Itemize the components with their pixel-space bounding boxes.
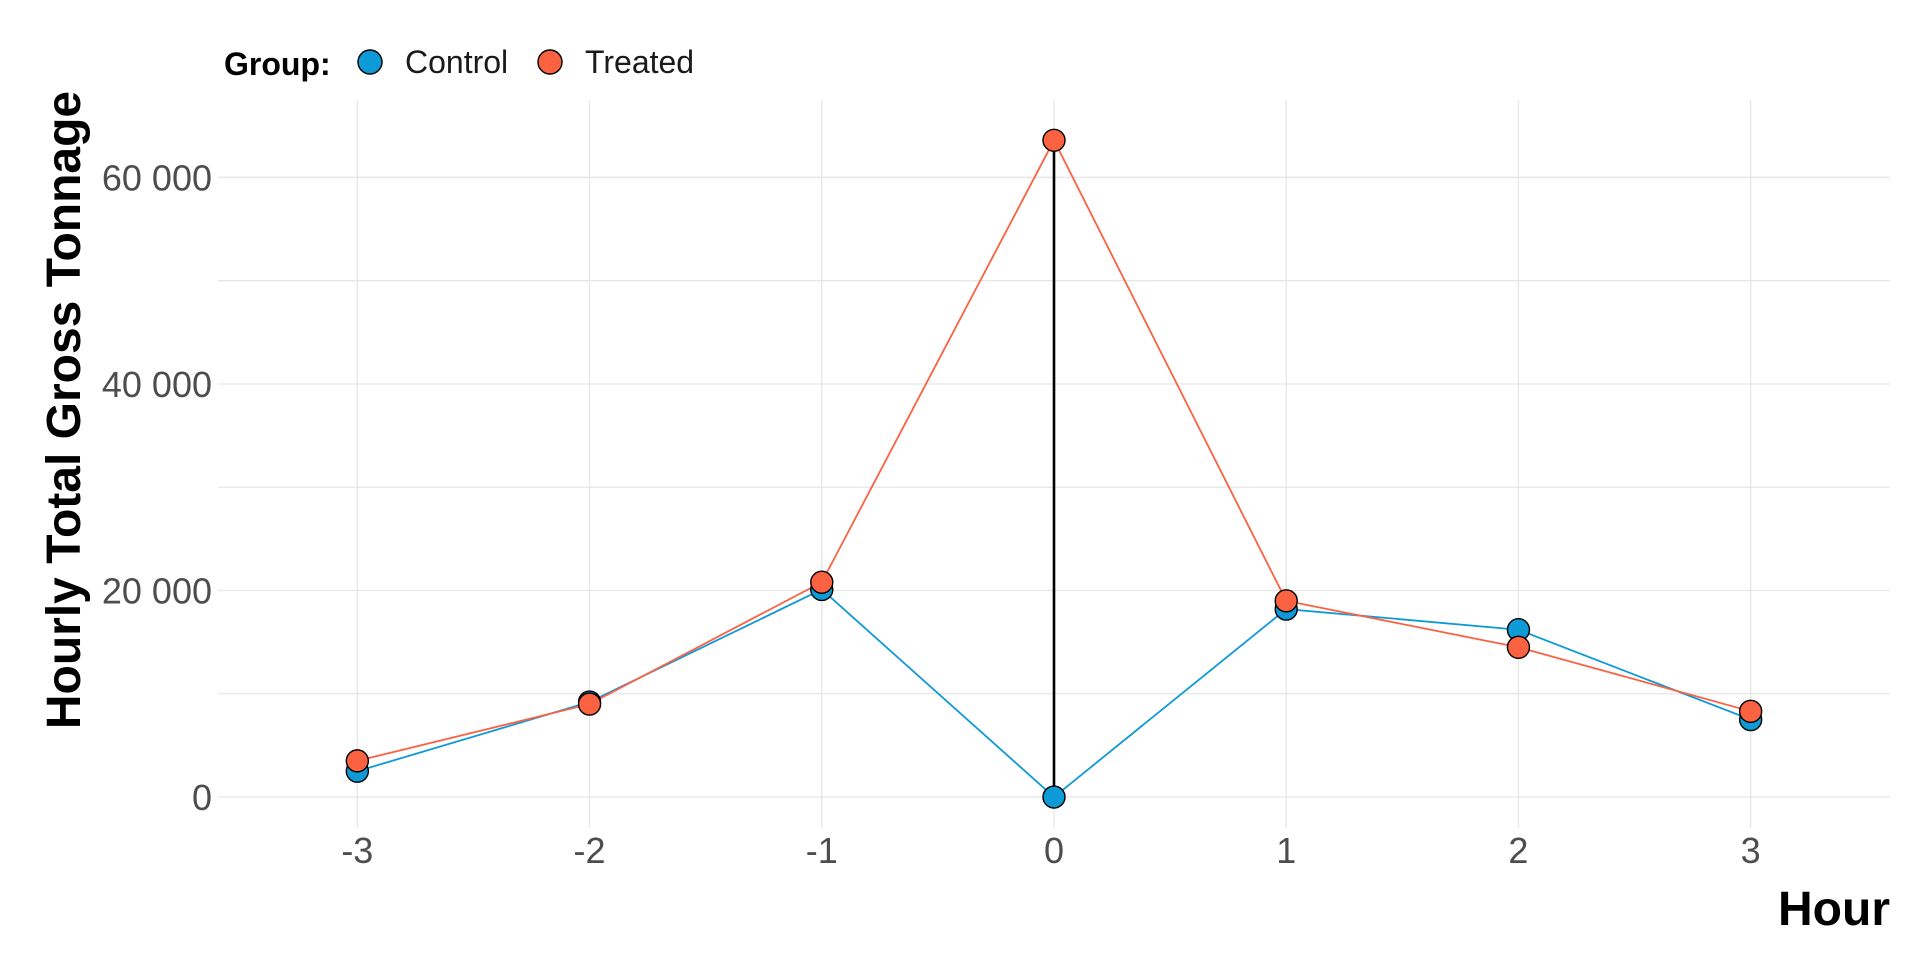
data-point-treated (1506, 635, 1531, 659)
legend-label-control: Control (405, 44, 508, 80)
x-axis-ticks: -3 -2 -1 0 1 2 3 (341, 830, 1760, 871)
x-tick-label: 0 (1044, 830, 1064, 871)
y-tick-label: 60 000 (102, 157, 212, 198)
data-point-control (1042, 785, 1066, 809)
data-points (345, 128, 1763, 809)
axes: 0 20 000 40 000 60 000 -3 -2 -1 0 1 2 3 Hourly To… (38, 91, 1890, 936)
y-tick-label: 0 (192, 777, 212, 818)
data-point-treated (1042, 128, 1066, 152)
legend-items: Control Treated (357, 44, 694, 80)
data-point-treated (1274, 589, 1298, 613)
y-axis-ticks: 0 20 000 40 000 60 000 (102, 157, 212, 818)
x-tick-label: -3 (341, 830, 373, 871)
data-point-treated (1738, 699, 1763, 724)
x-axis-title: Hour (1778, 883, 1890, 936)
x-tick-label: -2 (574, 830, 606, 871)
legend-key-control (357, 49, 383, 75)
legend: Group: Control Treated (224, 44, 694, 82)
x-tick-label: 1 (1276, 830, 1296, 871)
legend-label-treated: Treated (585, 44, 694, 80)
legend-title: Group: (224, 46, 331, 82)
data-point-treated (577, 692, 602, 716)
y-tick-label: 40 000 (102, 364, 212, 405)
y-axis-title: Hourly Total Gross Tonnage (38, 91, 91, 729)
x-tick-label: 2 (1508, 830, 1528, 871)
x-tick-label: -1 (806, 830, 838, 871)
x-tick-label: 3 (1741, 830, 1761, 871)
data-point-treated (810, 570, 834, 594)
y-tick-label: 20 000 (102, 570, 212, 611)
legend-key-treated (537, 49, 563, 75)
data-point-treated (345, 749, 370, 773)
